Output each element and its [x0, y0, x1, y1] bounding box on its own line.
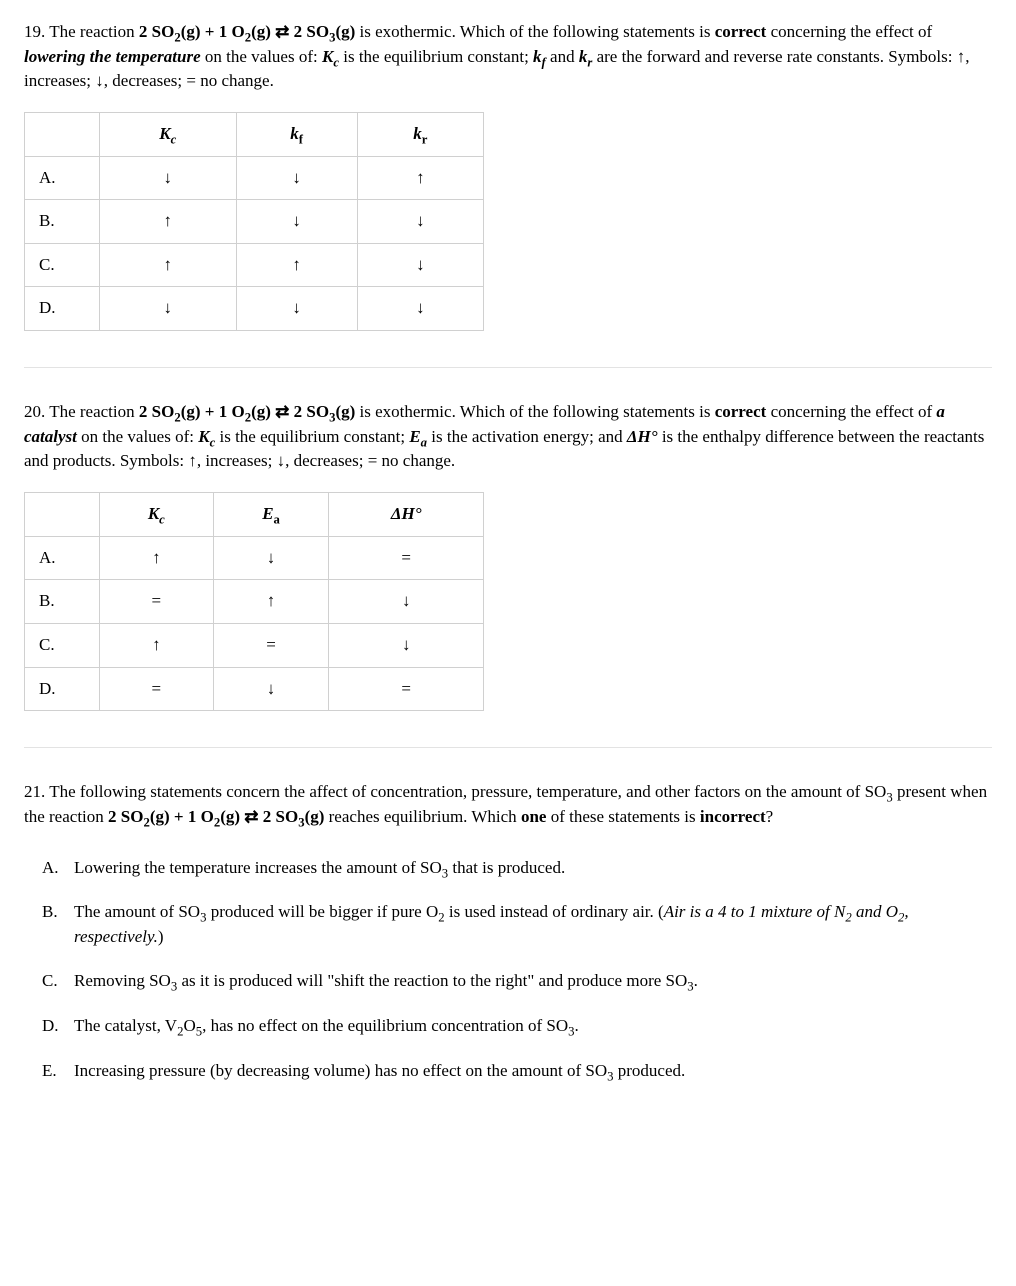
q20-h4: ΔH° [329, 493, 484, 537]
q20-dh: ΔH° [627, 427, 658, 446]
q20-table: Kc Ea ΔH° A.↑↓= B.=↑↓ C.↑=↓ D.=↓= [24, 492, 484, 711]
q21-choice-c: C. Removing SO3 as it is produced will "… [42, 969, 992, 994]
q19-kf: kf [533, 47, 546, 66]
q21-choice-d: D. The catalyst, V2O5, has no effect on … [42, 1014, 992, 1039]
q20-row-c: C.↑=↓ [25, 623, 484, 667]
q19-row-b: B.↑↓↓ [25, 200, 484, 244]
q20-p2: is exothermic. Which of the following st… [355, 402, 714, 421]
q19-h4: kr [357, 112, 483, 156]
q19-h1 [25, 112, 100, 156]
q21-p3: reaches equilibrium. Which [324, 807, 521, 826]
question-19-text: 19. The reaction 2 SO2(g) + 1 O2(g) ⇄ 2 … [24, 20, 992, 94]
q19-p1: The reaction [49, 22, 139, 41]
question-20: 20. The reaction 2 SO2(g) + 1 O2(g) ⇄ 2 … [24, 400, 992, 711]
separator-2 [24, 747, 992, 748]
q19-p3: concerning the effect of [766, 22, 932, 41]
q21-choices: A. Lowering the temperature increases th… [24, 856, 992, 1084]
q21-choice-e: E. Increasing pressure (by decreasing vo… [42, 1059, 992, 1084]
q20-header-row: Kc Ea ΔH° [25, 493, 484, 537]
q20-p1: The reaction [49, 402, 139, 421]
q20-p6: is the activation energy; and [427, 427, 627, 446]
q19-p5: is the equilibrium constant; [339, 47, 533, 66]
q19-table: Kc kf kr A.↓↓↑ B.↑↓↓ C.↑↑↓ D.↓↓↓ [24, 112, 484, 331]
q19-kr: kr [579, 47, 592, 66]
q20-kc: Kc [198, 427, 215, 446]
question-20-text: 20. The reaction 2 SO2(g) + 1 O2(g) ⇄ 2 … [24, 400, 992, 474]
q19-kc: Kc [322, 47, 339, 66]
q19-row-a: A.↓↓↑ [25, 156, 484, 200]
question-21: 21. The following statements concern the… [24, 780, 992, 1083]
q21-incorrect: incorrect [700, 807, 766, 826]
q19-p4: on the values of: [201, 47, 322, 66]
q19-eq: 2 SO2(g) + 1 O2(g) ⇄ 2 SO3(g) [139, 22, 355, 41]
question-19: 19. The reaction 2 SO2(g) + 1 O2(g) ⇄ 2 … [24, 20, 992, 331]
q20-p3: concerning the effect of [766, 402, 936, 421]
q20-ea: Ea [409, 427, 427, 446]
q21-p1: The following statements concern the aff… [49, 782, 886, 801]
q21-eq: 2 SO2(g) + 1 O2(g) ⇄ 2 SO3(g) [108, 807, 324, 826]
q20-h1 [25, 493, 100, 537]
q19-correct: correct [715, 22, 767, 41]
q19-action: lowering the temperature [24, 47, 201, 66]
q21-one: one [521, 807, 547, 826]
q20-h3: Ea [213, 493, 329, 537]
q20-p5: is the equilibrium constant; [215, 427, 409, 446]
q21-number: 21. [24, 782, 45, 801]
q20-h2: Kc [100, 493, 214, 537]
q20-eq: 2 SO2(g) + 1 O2(g) ⇄ 2 SO3(g) [139, 402, 355, 421]
q20-row-b: B.=↑↓ [25, 580, 484, 624]
q21-p4: of these statements is [546, 807, 699, 826]
q20-row-d: D.=↓= [25, 667, 484, 711]
q19-p2: is exothermic. Which of the following st… [355, 22, 714, 41]
q21-choice-a: A. Lowering the temperature increases th… [42, 856, 992, 881]
q19-row-c: C.↑↑↓ [25, 243, 484, 287]
q21-p5: ? [766, 807, 774, 826]
q20-p4: on the values of: [77, 427, 198, 446]
q19-h2: Kc [100, 112, 237, 156]
q19-p6: and [546, 47, 579, 66]
question-21-text: 21. The following statements concern the… [24, 780, 992, 829]
q19-number: 19. [24, 22, 45, 41]
q19-h3: kf [236, 112, 357, 156]
q20-number: 20. [24, 402, 45, 421]
q20-row-a: A.↑↓= [25, 536, 484, 580]
separator-1 [24, 367, 992, 368]
q20-correct: correct [715, 402, 767, 421]
q19-header-row: Kc kf kr [25, 112, 484, 156]
q21-choice-b: B. The amount of SO3 produced will be bi… [42, 900, 992, 949]
q19-row-d: D.↓↓↓ [25, 287, 484, 331]
